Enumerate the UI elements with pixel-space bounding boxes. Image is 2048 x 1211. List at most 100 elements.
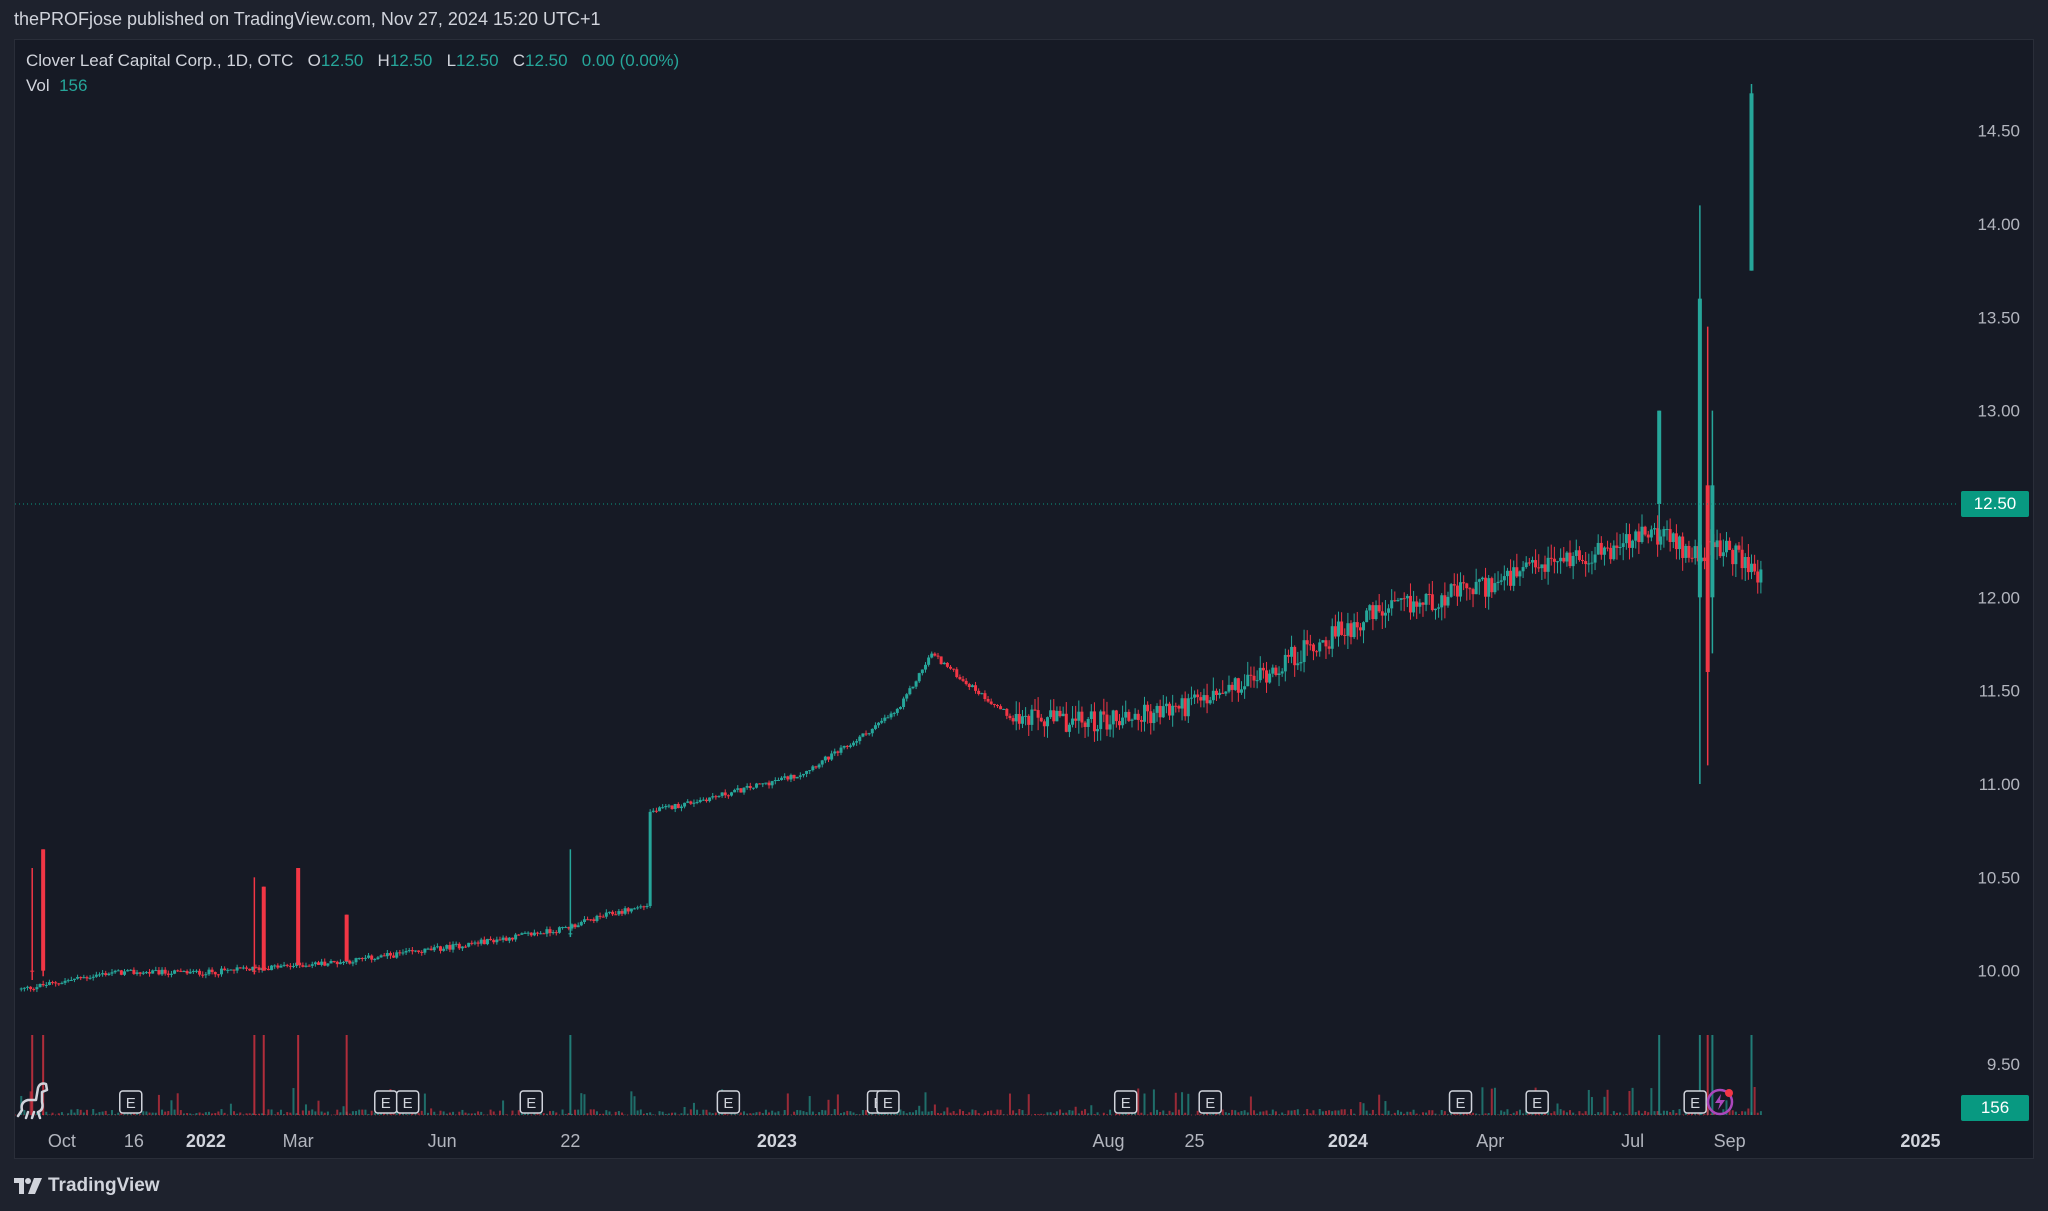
- candle-body-76: [257, 967, 261, 970]
- volume-bar-310: [990, 1110, 993, 1115]
- candle-body-164: [532, 932, 536, 936]
- candle-body-319: [1017, 713, 1021, 724]
- spike-body-3: [261, 886, 266, 971]
- volume-bar-550: [1741, 1111, 1744, 1115]
- volume-bar-29: [110, 1110, 113, 1115]
- volume-bar-526: [1666, 1110, 1669, 1115]
- candle-body-135: [442, 948, 446, 951]
- volume-bar-143: [467, 1113, 470, 1115]
- volume-bar-238: [764, 1109, 767, 1115]
- volume-bar-155: [505, 1114, 508, 1115]
- volume-bar-186: [602, 1113, 605, 1115]
- candle-body-408: [1296, 663, 1300, 666]
- candle-body-242: [776, 779, 780, 781]
- candle-body-389: [1236, 678, 1240, 693]
- candle-body-208: [670, 805, 674, 809]
- candle-body-349: [1111, 710, 1115, 725]
- candle-body-280: [895, 708, 899, 713]
- volume-bar-52: [182, 1113, 185, 1115]
- candle-body-488: [1546, 557, 1550, 572]
- candle-body-251: [805, 770, 809, 774]
- volume-bar-317: [1012, 1110, 1015, 1115]
- chart-frame[interactable]: [14, 39, 2034, 1159]
- candle-body-204: [658, 807, 662, 812]
- volume-bar-255: [818, 1112, 821, 1115]
- earnings-marker-label-2: E: [403, 1095, 413, 1112]
- volume-bar-284: [908, 1112, 911, 1115]
- candle-body-211: [679, 806, 683, 809]
- flash-icon[interactable]: [1705, 1087, 1735, 1122]
- candle-body-412: [1308, 644, 1312, 646]
- volume-bar-55: [192, 1114, 195, 1115]
- candle-body-329: [1049, 710, 1053, 718]
- volume-bar-505: [1600, 1112, 1603, 1115]
- candle-body-523: [1656, 528, 1660, 545]
- candle-body-83: [279, 965, 283, 968]
- candle-body-177: [573, 924, 577, 928]
- volume-bar-230: [739, 1112, 742, 1115]
- volume-bar-441: [1400, 1111, 1403, 1115]
- candle-body-509: [1612, 545, 1616, 560]
- candle-body-393: [1249, 674, 1253, 676]
- volume-bar-529: [1675, 1112, 1678, 1115]
- volume-bar-27: [104, 1110, 107, 1115]
- candle-body-79: [266, 968, 270, 971]
- volume-bar-496: [1572, 1112, 1575, 1115]
- volume-bar-265: [849, 1111, 852, 1115]
- volume-bar-219: [705, 1109, 708, 1115]
- volume-bar-334: [1065, 1112, 1068, 1115]
- candle-body-237: [761, 783, 765, 785]
- candle-body-400: [1271, 667, 1275, 674]
- candle-body-454: [1440, 595, 1444, 608]
- volume-bar-468: [1484, 1113, 1487, 1115]
- earnings-marker-box-9: [1448, 1090, 1473, 1114]
- candle-body-184: [595, 915, 599, 921]
- dino-icon[interactable]: [14, 1080, 50, 1125]
- candle-body-111: [367, 955, 371, 958]
- volume-bar-220: [708, 1112, 711, 1115]
- volume-bar-469: [1487, 1113, 1490, 1115]
- volume-bar-476: [1509, 1114, 1512, 1115]
- candle-body-350: [1114, 710, 1118, 722]
- candle-body-159: [517, 934, 521, 936]
- candle-body-267: [855, 741, 859, 743]
- candle-body-226: [726, 795, 730, 797]
- tradingview-logo[interactable]: TradingView: [14, 1175, 160, 1197]
- volume-bar-213: [686, 1113, 689, 1115]
- volume-bar-112: [370, 1110, 373, 1115]
- volume-bar-146: [477, 1111, 480, 1115]
- earnings-marker-box-3: [519, 1090, 544, 1114]
- spike-volume-6: [569, 1035, 572, 1115]
- candle-body-129: [423, 948, 427, 953]
- volume-bar-302: [965, 1114, 968, 1115]
- volume-bar-495: [1569, 1110, 1572, 1115]
- candle-body-364: [1158, 705, 1162, 718]
- candle-body-464: [1471, 589, 1475, 595]
- candle-body-382: [1214, 690, 1218, 695]
- spike-volume-2: [253, 1035, 256, 1115]
- candle-body-399: [1268, 673, 1272, 683]
- volume-bar-249: [799, 1110, 802, 1115]
- volume-bar-217: [699, 1114, 702, 1115]
- candle-body-390: [1239, 689, 1243, 693]
- volume-bar-83: [279, 1109, 282, 1115]
- volume-bar-21: [85, 1109, 88, 1115]
- volume-bar-309: [987, 1110, 990, 1115]
- candle-body-65: [223, 968, 227, 971]
- candle-body-521: [1649, 529, 1653, 538]
- candle-body-405: [1286, 654, 1290, 657]
- volume-bar-6: [39, 1112, 42, 1115]
- volume-bar-434: [1378, 1094, 1381, 1115]
- volume-bar-544: [1722, 1109, 1725, 1115]
- candle-body-448: [1421, 602, 1425, 605]
- spike-body-7: [1657, 410, 1662, 504]
- candle-body-374: [1189, 697, 1193, 699]
- candle-body-520: [1646, 534, 1650, 538]
- volume-bar-294: [940, 1113, 943, 1115]
- candle-body-440: [1396, 599, 1400, 602]
- candle-body-294: [939, 656, 943, 665]
- earnings-marker-10: E: [1525, 1090, 1549, 1114]
- candle-body-429: [1362, 622, 1366, 631]
- volume-bar-91: [304, 1104, 307, 1115]
